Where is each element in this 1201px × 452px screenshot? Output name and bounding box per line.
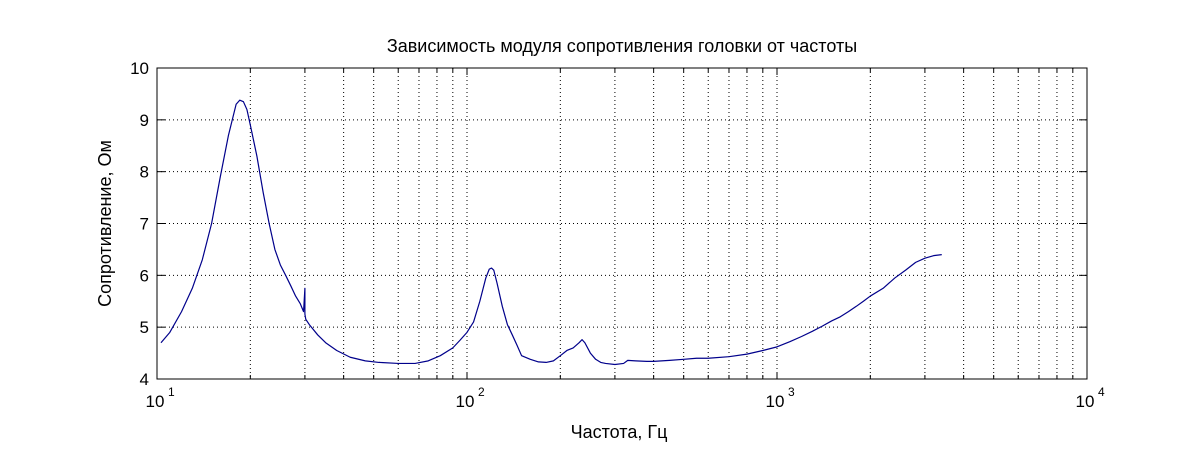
grid — [157, 68, 1087, 379]
series — [160, 99, 942, 366]
y-axis-label: Сопротивление, Ом — [95, 140, 115, 307]
x-tick-label-exponent: 2 — [478, 385, 485, 399]
y-tick-label: 6 — [140, 266, 149, 285]
y-tick-label: 5 — [140, 318, 149, 337]
tick-marks — [157, 67, 1087, 380]
x-tick-label-exponent: 1 — [168, 385, 175, 399]
impedance-series-line — [160, 99, 942, 366]
x-tick-label: 10 — [146, 392, 165, 411]
y-tick-label: 8 — [140, 163, 149, 182]
y-tick-label: 7 — [140, 215, 149, 234]
y-tick-label: 9 — [140, 111, 149, 130]
y-tick-label: 10 — [130, 59, 149, 78]
chart-title: Зависимость модуля сопротивления головки… — [387, 36, 857, 56]
x-tick-label: 10 — [456, 392, 475, 411]
x-tick-label-exponent: 3 — [788, 385, 795, 399]
x-axis-label: Частота, Гц — [571, 422, 668, 442]
x-tick-label: 10 — [1076, 392, 1095, 411]
x-tick-label-exponent: 4 — [1098, 385, 1105, 399]
y-tick-label: 4 — [140, 370, 149, 389]
x-tick-label: 10 — [766, 392, 785, 411]
